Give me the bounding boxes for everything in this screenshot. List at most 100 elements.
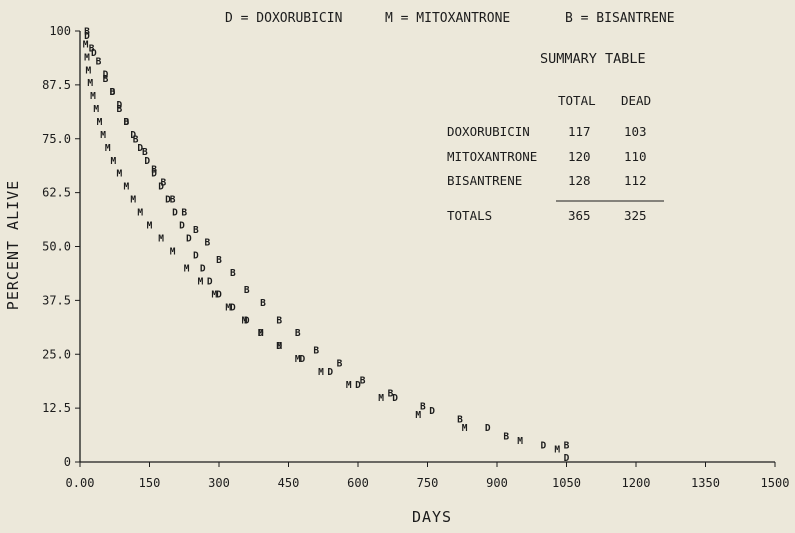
data-point: M bbox=[415, 410, 421, 421]
y-tick-label: 62.5 bbox=[42, 186, 71, 200]
data-point: D bbox=[207, 276, 213, 287]
data-point: D bbox=[103, 70, 109, 81]
data-point: M bbox=[147, 220, 153, 231]
x-tick-label: 450 bbox=[278, 476, 300, 490]
data-point: M bbox=[258, 328, 264, 339]
data-point: B bbox=[181, 208, 187, 219]
x-tick-label: 750 bbox=[417, 476, 439, 490]
data-point: M bbox=[84, 52, 90, 63]
y-tick-label: 37.5 bbox=[42, 293, 71, 307]
data-point: D bbox=[137, 143, 143, 154]
y-tick-label: 75.0 bbox=[42, 132, 71, 146]
data-point: B bbox=[133, 134, 139, 145]
row-label-bisantrene: BISANTRENE bbox=[447, 173, 522, 188]
y-tick-label: 25.0 bbox=[42, 347, 71, 361]
data-point: B bbox=[216, 255, 222, 266]
data-point: B bbox=[564, 440, 570, 451]
data-point: B bbox=[142, 147, 148, 158]
data-marks: DDDDDDDDDDDDDDDDDDDDDDDDDDDDDDDMMMMMMMMM… bbox=[83, 27, 570, 465]
row-total-bisantrene: 128 bbox=[568, 173, 591, 188]
row-total-mitoxantrone: 120 bbox=[568, 149, 591, 164]
data-point: B bbox=[503, 432, 509, 443]
data-point: B bbox=[295, 328, 301, 339]
x-tick-label: 150 bbox=[139, 476, 161, 490]
legend-doxorubicin: D = DOXORUBICIN bbox=[225, 11, 342, 26]
axes bbox=[79, 31, 775, 463]
data-point: M bbox=[554, 445, 560, 456]
data-point: M bbox=[242, 315, 248, 326]
data-point: M bbox=[83, 39, 89, 50]
summary-table-title: SUMMARY TABLE bbox=[540, 51, 646, 67]
data-point: D bbox=[300, 354, 306, 365]
data-point: B bbox=[276, 315, 282, 326]
data-point: D bbox=[172, 208, 178, 219]
data-point: D bbox=[244, 315, 250, 326]
data-point: B bbox=[151, 164, 157, 175]
data-point: D bbox=[165, 195, 171, 206]
data-point: D bbox=[216, 289, 222, 300]
data-point: D bbox=[327, 367, 333, 378]
data-point: B bbox=[420, 401, 426, 412]
data-point: D bbox=[84, 31, 90, 42]
data-point: D bbox=[355, 380, 361, 391]
col-header-dead: DEAD bbox=[621, 93, 651, 108]
y-tick-label: 0 bbox=[64, 455, 71, 469]
data-point: M bbox=[110, 156, 116, 167]
data-point: D bbox=[429, 406, 435, 417]
data-point: D bbox=[258, 328, 264, 339]
data-point: B bbox=[161, 177, 167, 188]
data-point: M bbox=[378, 393, 384, 404]
x-tick-label: 600 bbox=[347, 476, 369, 490]
data-point: M bbox=[462, 423, 468, 434]
data-point: D bbox=[117, 100, 123, 111]
data-point: D bbox=[564, 453, 570, 464]
data-point: B bbox=[260, 298, 266, 309]
summary-table: SUMMARY TABLE TOTAL DEAD DOXORUBICIN 117… bbox=[447, 51, 664, 223]
row-dead-bisantrene: 112 bbox=[624, 173, 647, 188]
x-tick-label: 900 bbox=[486, 476, 508, 490]
data-point: D bbox=[123, 117, 129, 128]
y-axis-title: PERCENT ALIVE bbox=[4, 180, 22, 310]
data-point: B bbox=[193, 225, 199, 236]
y-ticks: 0 12.5 25.0 37.5 50.0 62.5 75.0 87.5 100 bbox=[42, 24, 80, 469]
row-label-totals: TOTALS bbox=[447, 208, 492, 223]
data-point: M bbox=[105, 143, 111, 154]
data-point: B bbox=[388, 389, 394, 400]
data-point: D bbox=[151, 169, 157, 180]
data-point: B bbox=[117, 104, 123, 115]
legend-mitoxantrone: M = MITOXANTRONE bbox=[385, 11, 510, 26]
data-point: M bbox=[97, 117, 103, 128]
legend-bisantrene: B = BISANTRENE bbox=[565, 11, 675, 26]
data-point: D bbox=[193, 251, 199, 262]
row-label-mitoxantrone: MITOXANTRONE bbox=[447, 149, 537, 164]
data-point: B bbox=[110, 87, 116, 98]
row-total-doxorubicin: 117 bbox=[568, 124, 591, 139]
data-point: D bbox=[540, 440, 546, 451]
data-point: M bbox=[137, 208, 143, 219]
data-point: B bbox=[103, 74, 109, 85]
data-point: B bbox=[230, 268, 236, 279]
data-point: B bbox=[244, 285, 250, 296]
data-point: M bbox=[90, 91, 96, 102]
data-point: M bbox=[123, 182, 129, 193]
row-total-totals: 365 bbox=[568, 208, 591, 223]
data-point: M bbox=[117, 169, 123, 180]
data-point: M bbox=[318, 367, 324, 378]
data-point: B bbox=[84, 27, 90, 38]
data-point: M bbox=[158, 233, 164, 244]
row-dead-doxorubicin: 103 bbox=[624, 124, 647, 139]
data-point: B bbox=[205, 238, 211, 249]
data-point: M bbox=[276, 341, 282, 352]
row-label-doxorubicin: DOXORUBICIN bbox=[447, 124, 530, 139]
data-point: M bbox=[93, 104, 99, 115]
x-axis-title: DAYS bbox=[412, 508, 452, 526]
data-point: M bbox=[295, 354, 301, 365]
x-tick-label: 0.00 bbox=[66, 476, 95, 490]
data-point: B bbox=[360, 376, 366, 387]
data-point: D bbox=[91, 48, 97, 59]
data-point: B bbox=[457, 414, 463, 425]
row-dead-totals: 325 bbox=[624, 208, 647, 223]
